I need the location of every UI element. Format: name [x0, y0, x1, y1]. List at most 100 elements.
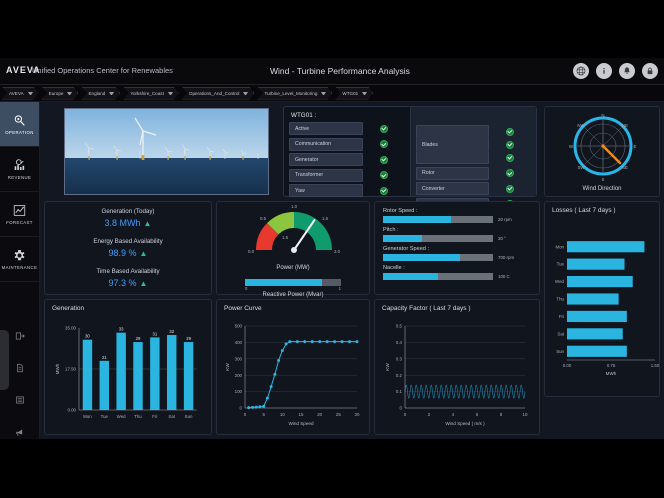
chevron-down-icon[interactable] [243, 91, 248, 95]
svg-text:N: N [601, 113, 604, 118]
breadcrumb-label: Yorkshire_Coast [130, 90, 164, 96]
gen-bar-value: 31 [153, 331, 158, 336]
breadcrumb-item-1[interactable]: Europe [42, 87, 79, 100]
chevron-down-icon[interactable] [362, 91, 367, 95]
breadcrumb-item-6[interactable]: WTG01 [335, 87, 373, 100]
gen-category-label: Thu [134, 414, 142, 419]
svg-text:W: W [569, 144, 574, 149]
losses-bar [567, 345, 627, 357]
sidebar-item-label-forecast: FORECAST [6, 220, 33, 225]
chevron-down-icon[interactable] [321, 91, 326, 95]
pc-x-tick: 20 [317, 412, 322, 417]
svg-text:NE: NE [622, 123, 628, 128]
wind-direction-label: Wind Direction [582, 186, 622, 192]
sidebar-item-revenue[interactable]: REVENUE [0, 147, 39, 192]
forecast-icon [13, 205, 26, 216]
status-label-transformer: Transformer [289, 168, 363, 182]
kpi-card: Generation (Today) 3.8 MWh ▲ Energy Based A… [44, 201, 212, 295]
kpi-value-text: 3.8 MWh [104, 218, 141, 228]
svg-text:1.5: 1.5 [322, 216, 329, 221]
kpi-value-2: 97.3 % ▲ [109, 278, 148, 288]
metric-value-0: 20 rpm [498, 217, 512, 222]
pc-point [250, 405, 254, 409]
losses-chart-card: Losses ( Last 7 days ) Mon Tue Wed Thu Fri Sa… [544, 201, 660, 397]
breadcrumb-item-3[interactable]: Yorkshire_Coast [123, 87, 179, 100]
pc-y-title: KW [225, 363, 230, 371]
pc-point [348, 340, 352, 344]
breadcrumb-item-0[interactable]: AVEVA [2, 87, 39, 100]
pc-point [295, 340, 299, 344]
pc-x-tick: 0 [244, 412, 247, 417]
sidebar-collapse-handle[interactable] [0, 330, 9, 390]
losses-x-tick: 0.00 [563, 363, 572, 368]
breadcrumb-item-2[interactable]: England [81, 87, 120, 100]
losses-x-tick: 1.50 [651, 363, 660, 368]
reactive-power-min: 0 [245, 286, 248, 291]
power-curve-chart: 0 100 200 300 400 500 0 5 10 15 20 25 30 Wind Speed KW [225, 324, 360, 426]
wind-direction-compass: N S E W NW NE SW SE [569, 113, 637, 182]
document-icon[interactable] [15, 360, 25, 378]
breadcrumb-item-4[interactable]: Operations_And_Control [182, 87, 255, 100]
globe-icon[interactable] [573, 63, 589, 79]
info-icon[interactable] [596, 63, 612, 79]
metric-bar-3 [383, 273, 493, 280]
status-label-blank [416, 151, 489, 164]
gen-bar [99, 360, 110, 410]
chevron-down-icon[interactable] [67, 91, 72, 95]
sidebar-item-label-operation: OPERATION [5, 130, 34, 135]
status-indicator [363, 171, 405, 179]
metric-bar-1 [383, 235, 493, 242]
pc-point [333, 340, 337, 344]
sidebar-item-maintenance[interactable]: MAINTENANCE [0, 237, 39, 282]
chevron-down-icon[interactable] [109, 91, 114, 95]
pc-point [288, 340, 292, 344]
status-row: Rotor [416, 166, 531, 180]
status-indicator [489, 169, 531, 177]
kpi-name-1: Energy Based Availability [93, 238, 163, 245]
check-icon [506, 127, 514, 136]
power-gauge-card: 0.0 0.5 1.0 1.5 2.0 1.5 Power (MW) 0 1 [216, 201, 370, 298]
gen-category-label: Sun [185, 414, 193, 419]
metric-bar-fill [383, 273, 438, 280]
metric-bar-fill [383, 254, 460, 261]
sidebar-item-operation[interactable]: OPERATION [0, 102, 39, 147]
logout-icon[interactable] [15, 328, 25, 346]
sidebar: OPERATION REVENUE FORECAST MAINTENANCE [0, 102, 40, 498]
gen-bar-value: 32 [169, 329, 174, 334]
metric-bar-2 [383, 254, 493, 261]
status-indicator [489, 184, 531, 193]
lock-icon[interactable] [642, 63, 658, 79]
pc-point [310, 340, 314, 344]
cf-x-tick: 8 [500, 412, 503, 417]
turbine-status-panel: WTG01 : Active Communication Generator Tran… [283, 106, 537, 211]
pc-y-tick: 300 [235, 356, 243, 361]
gen-y-tick: 17.50 [65, 367, 77, 372]
check-icon [506, 153, 514, 162]
losses-chart: Mon Tue Wed Thu Fri Sat Sun 0.00 0.75 1.50 MWh [555, 241, 660, 376]
status-row: Communication [289, 137, 405, 151]
chevron-down-icon[interactable] [168, 91, 173, 95]
left-bottom-strip [0, 439, 40, 498]
status-row [416, 151, 531, 164]
sidebar-item-forecast[interactable]: FORECAST [0, 192, 39, 237]
check-icon [380, 186, 388, 195]
list-icon[interactable] [15, 392, 25, 410]
svg-text:2.0: 2.0 [334, 249, 341, 254]
status-row: Yaw [289, 184, 405, 197]
broadcast-icon[interactable] [15, 424, 25, 442]
cf-x-tick: 0 [404, 412, 407, 417]
gen-category-label: Sat [168, 414, 175, 419]
gen-bar [183, 342, 194, 410]
losses-category-label: Thu [556, 297, 564, 302]
metric-label-3: Nacelle : [383, 265, 405, 271]
breadcrumb-item-5[interactable]: Turbine_Level_Monitoring [257, 87, 332, 100]
pc-point [325, 340, 329, 344]
losses-category-label: Sun [556, 349, 564, 354]
metric-bar-0 [383, 216, 493, 223]
power-gauge-label: Power (MW) [276, 265, 310, 271]
reactive-power-scale: 0 1 [245, 286, 341, 291]
dashboard-canvas: WTG01 : Active Communication Generator Tran… [40, 102, 664, 439]
chevron-down-icon[interactable] [28, 91, 33, 95]
bell-icon[interactable] [619, 63, 635, 79]
status-row: Generator [289, 153, 405, 166]
